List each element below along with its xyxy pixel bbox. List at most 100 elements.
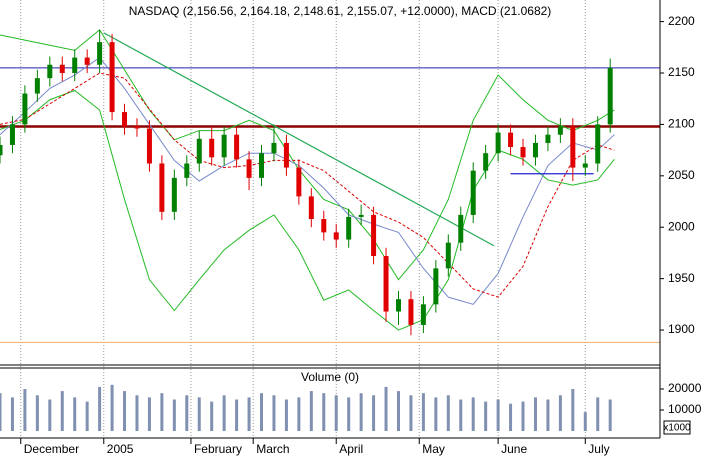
- volume-bar: [409, 395, 413, 431]
- volume-bar: [247, 397, 251, 431]
- indicator-line: [0, 89, 615, 331]
- y-tick-label: 20000: [668, 381, 702, 395]
- volume-bar: [35, 395, 39, 431]
- candle-body: [383, 256, 389, 312]
- volume-bar: [60, 391, 64, 431]
- volume-bar: [434, 397, 438, 431]
- volume-bar: [558, 395, 562, 431]
- candle-body: [408, 299, 414, 325]
- unit-label: x1000: [663, 423, 691, 434]
- volume-bar: [73, 397, 77, 431]
- volume-bar: [23, 389, 27, 431]
- candle-body: [395, 299, 401, 312]
- volume-bar: [85, 401, 89, 431]
- candle-body: [159, 163, 165, 212]
- volume-bar: [322, 393, 326, 431]
- volume-bar: [421, 393, 425, 431]
- candle-body: [371, 214, 377, 257]
- candle-body: [134, 126, 140, 129]
- volume-bar: [446, 395, 450, 431]
- y-tick-label: 2000: [668, 219, 695, 233]
- candle-body: [59, 64, 65, 73]
- volume-bar: [608, 399, 612, 431]
- volume-bar: [396, 391, 400, 431]
- indicator-line: [0, 56, 615, 305]
- x-tick-label: March: [256, 442, 289, 456]
- volume-bar: [496, 399, 500, 431]
- x-tick-label: April: [339, 442, 363, 456]
- volume-bar: [484, 401, 488, 431]
- candle-body: [570, 126, 576, 168]
- candle-body: [483, 153, 489, 171]
- volume-bar: [347, 397, 351, 431]
- candle-body: [34, 78, 40, 94]
- volume-title: Volume (0): [301, 370, 359, 384]
- y-tick-label: 1900: [668, 322, 695, 336]
- candle-body: [433, 268, 439, 305]
- volume-bar: [509, 403, 513, 431]
- unit-box: [663, 420, 691, 435]
- candle-body: [9, 124, 15, 145]
- candle-body: [358, 214, 364, 217]
- volume-bar: [309, 391, 313, 431]
- candle-body: [458, 214, 464, 243]
- candle-body: [283, 142, 289, 168]
- candle-body: [321, 219, 327, 233]
- volume-bar: [334, 395, 338, 431]
- candle-body: [420, 304, 426, 325]
- y-tick-label: 2150: [668, 65, 695, 79]
- candle-body: [520, 147, 526, 158]
- volume-bar: [123, 391, 127, 431]
- candle-body: [557, 126, 563, 135]
- volume-bar: [372, 395, 376, 431]
- volume-bar: [471, 397, 475, 431]
- candle-body: [209, 138, 215, 158]
- volume-bar: [110, 384, 114, 431]
- volume-bar: [583, 412, 587, 431]
- volume-bar: [384, 386, 388, 431]
- volume-bar: [197, 397, 201, 431]
- volume-bar: [359, 393, 363, 431]
- x-tick-label: December: [24, 442, 79, 456]
- volume-bar: [0, 393, 2, 431]
- candle-body: [545, 134, 551, 143]
- candle-body: [595, 124, 601, 164]
- volume-bar: [235, 399, 239, 431]
- candle-body: [532, 142, 538, 158]
- volume-bar: [272, 395, 276, 431]
- candle-body: [246, 159, 252, 178]
- candle-body: [22, 93, 28, 125]
- trend-line: [103, 32, 495, 247]
- candle-body: [234, 134, 240, 160]
- x-tick-label: July: [588, 442, 609, 456]
- candle-body: [109, 42, 115, 113]
- candle-body: [72, 57, 78, 73]
- volume-bar: [147, 397, 151, 431]
- volume-bar: [521, 401, 525, 431]
- candle-body: [84, 57, 90, 65]
- candle-body: [508, 132, 514, 148]
- x-tick-label: 2005: [107, 442, 134, 456]
- volume-bar: [98, 386, 102, 431]
- volume-bar: [160, 393, 164, 431]
- x-tick-label: June: [501, 442, 527, 456]
- volume-bar: [533, 397, 537, 431]
- candle-body: [146, 128, 152, 164]
- candle-body: [582, 163, 588, 168]
- candle-body: [308, 196, 314, 219]
- y-tick-label: 2200: [668, 14, 695, 28]
- volume-bar: [210, 401, 214, 431]
- indicator-line: [0, 29, 615, 281]
- x-tick-label: February: [194, 442, 242, 456]
- y-tick-label: 2050: [668, 168, 695, 182]
- candle-body: [47, 64, 53, 79]
- volume-bar: [546, 399, 550, 431]
- volume-bar: [284, 399, 288, 431]
- y-tick-label: 10000: [668, 402, 702, 416]
- y-tick-label: 2100: [668, 117, 695, 131]
- candle-body: [0, 144, 3, 156]
- candle-body: [333, 232, 339, 240]
- volume-bar: [297, 397, 301, 431]
- candle-body: [184, 163, 190, 178]
